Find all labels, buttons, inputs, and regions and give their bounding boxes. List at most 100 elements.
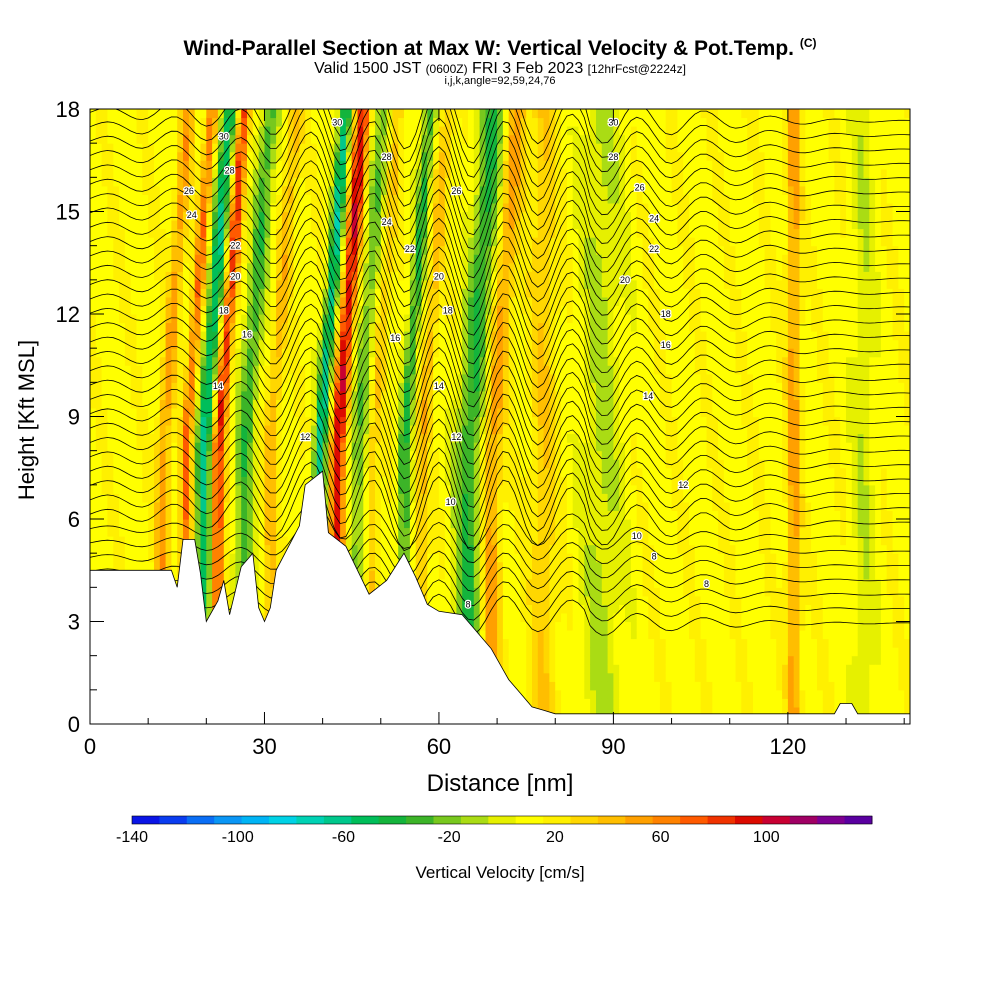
field-cell: [183, 408, 190, 418]
field-cell: [229, 322, 236, 332]
field-cell: [316, 433, 324, 443]
field-cell: [107, 271, 114, 281]
field-cell: [421, 109, 428, 119]
field-cell: [369, 203, 376, 213]
field-cell: [345, 237, 353, 247]
field-cell: [404, 527, 411, 537]
field-cell: [316, 467, 324, 477]
field-cell: [479, 630, 486, 640]
field-cell: [264, 279, 271, 289]
field-cell: [148, 254, 155, 264]
field-cell: [252, 408, 260, 418]
field-cell: [119, 382, 126, 392]
field-cell: [450, 109, 457, 119]
field-cell: [456, 373, 463, 383]
field-cell: [154, 442, 161, 452]
field-cell: [270, 305, 277, 315]
field-cell: [136, 450, 143, 460]
field-cell: [130, 288, 138, 298]
field-cell: [165, 382, 172, 392]
field-cell: [438, 595, 446, 605]
field-cell: [95, 237, 103, 247]
field-cell: [468, 160, 475, 170]
field-cell: [183, 425, 190, 435]
field-cell: [281, 450, 289, 460]
field-cell: [345, 501, 353, 511]
field-cell: [183, 134, 190, 144]
field-cell: [287, 228, 295, 238]
field-cell: [404, 203, 411, 213]
field-cell: [380, 314, 388, 324]
field-cell: [247, 501, 254, 511]
field-cell: [287, 373, 295, 383]
field-cell: [177, 442, 184, 452]
field-cell: [316, 356, 324, 366]
field-cell: [270, 390, 277, 400]
field-cell: [305, 450, 312, 460]
field-cell: [479, 288, 486, 298]
field-cell: [386, 160, 393, 170]
field-cell: [235, 134, 242, 144]
field-cell: [171, 390, 178, 400]
field-cell: [142, 365, 149, 375]
field-cell: [479, 348, 486, 358]
field-cell: [386, 305, 393, 315]
field-cell: [148, 459, 155, 469]
field-cell: [456, 143, 463, 153]
field-cell: [101, 365, 108, 375]
field-cell: [90, 254, 97, 264]
field-cell: [485, 613, 492, 623]
field-cell: [427, 134, 434, 144]
field-cell: [293, 279, 300, 289]
field-cell: [421, 425, 428, 435]
field-cell: [113, 416, 120, 426]
field-cell: [340, 433, 347, 443]
field-cell: [95, 228, 103, 238]
field-cell: [171, 536, 178, 546]
field-cell: [229, 203, 236, 213]
field-cell: [287, 177, 295, 187]
field-cell: [322, 339, 329, 349]
field-cell: [177, 279, 184, 289]
field-cell: [171, 416, 178, 426]
field-cell: [340, 382, 347, 392]
field-cell: [357, 177, 364, 187]
field-cell: [311, 203, 318, 213]
field-cell: [404, 279, 411, 289]
field-cell: [305, 416, 312, 426]
field-cell: [444, 211, 452, 221]
field-cell: [369, 510, 376, 520]
field-cell: [409, 390, 417, 400]
field-cell: [462, 228, 469, 238]
field-cell: [101, 109, 108, 119]
field-cell: [107, 519, 114, 529]
field-cell: [479, 237, 486, 247]
field-cell: [340, 501, 347, 511]
field-cell: [421, 211, 428, 221]
field-cell: [107, 484, 114, 494]
field-cell: [183, 450, 190, 460]
field-cell: [287, 168, 295, 178]
field-cell: [409, 228, 417, 238]
field-cell: [95, 331, 103, 341]
field-cell: [119, 493, 126, 503]
field-cell: [241, 476, 248, 486]
field-cell: [363, 476, 370, 486]
field-cell: [212, 109, 219, 119]
field-cell: [165, 245, 172, 255]
field-cell: [258, 561, 266, 571]
field-cell: [444, 459, 452, 469]
field-cell: [444, 160, 452, 170]
field-cell: [258, 331, 266, 341]
field-cell: [293, 271, 300, 281]
field-cell: [113, 425, 120, 435]
field-cell: [450, 254, 457, 264]
field-cell: [276, 177, 283, 187]
field-cell: [299, 254, 306, 264]
field-cell: [305, 220, 312, 230]
field-cell: [281, 117, 289, 127]
field-cell: [142, 194, 149, 204]
field-cell: [456, 271, 463, 281]
field-cell: [148, 271, 155, 281]
field-cell: [427, 117, 434, 127]
